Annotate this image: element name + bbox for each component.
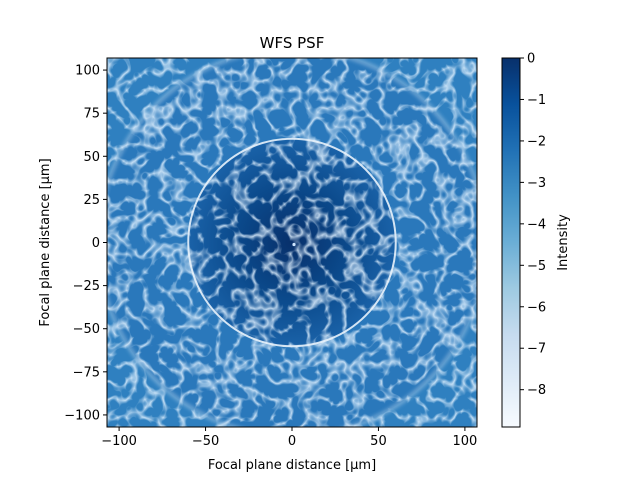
colorbar [501,57,521,428]
x-tick-label: 50 [370,434,387,449]
x-axis: −100 −50 0 50 100 [101,427,477,449]
y-tick-label: 50 [83,150,100,165]
colorbar-tick-label: −2 [527,134,546,149]
speckle-texture [107,58,477,427]
y-tick-label: 25 [83,193,100,208]
colorbar-tick-label: −6 [527,300,546,315]
y-tick-label: −75 [73,365,100,380]
y-tick-label: −25 [73,279,100,294]
y-tick-label: −100 [64,408,100,423]
colorbar-tick-label: −5 [527,259,546,274]
y-axis-label: Focal plane distance [μm] [38,158,53,326]
x-tick-label: −100 [101,434,137,449]
colorbar-tick-label: 0 [527,52,535,67]
x-tick-label: 0 [288,434,296,449]
x-axis-label: Focal plane distance [μm] [208,458,376,473]
x-tick-label: −50 [192,434,219,449]
colorbar-ticks: 0 −1 −2 −3 −4 −5 −6 −7 −8 [520,52,546,398]
colorbar-tick-label: −3 [527,176,546,191]
y-tick-label: 0 [92,236,100,251]
x-tick-label: 100 [452,434,477,449]
y-tick-label: 75 [83,107,100,122]
y-tick-label: 100 [75,64,100,79]
colorbar-tick-label: −4 [527,217,546,232]
center-spot [292,242,296,247]
plot-area [107,58,477,427]
colorbar-tick-label: −7 [527,342,546,357]
colorbar-tick-label: −1 [527,93,546,108]
y-tick-label: −50 [73,322,100,337]
colorbar-label: Intensity [556,214,571,271]
colorbar-tick-label: −8 [527,383,546,398]
chart-title: WFS PSF [260,34,325,52]
y-axis: 100 75 50 25 0 −25 −50 −75 −100 [64,64,107,423]
inner-ring [187,137,397,348]
